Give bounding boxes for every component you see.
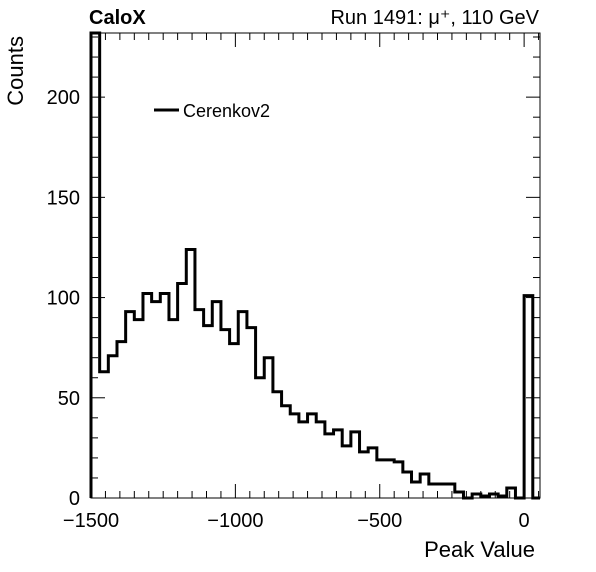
x-axis-ticks: −1500 −1000 −500 0 <box>63 33 540 532</box>
run-info-label: Run 1491: μ⁺, 110 GeV <box>330 7 539 29</box>
x-tick-label: −1500 <box>63 510 119 532</box>
plot-frame <box>90 32 541 499</box>
experiment-label: CaloX <box>89 7 146 29</box>
y-axis-label: Counts <box>3 36 28 106</box>
x-tick-label: 0 <box>519 510 530 532</box>
x-axis-label: Peak Value <box>424 537 535 562</box>
x-tick-label: −1000 <box>207 510 263 532</box>
y-tick-label: 150 <box>47 187 80 209</box>
y-axis-ticks: 0 50 100 150 200 <box>47 36 540 510</box>
x-tick-label: −500 <box>357 510 402 532</box>
y-tick-label: 200 <box>47 87 80 109</box>
legend-label-cerenkov2: Cerenkov2 <box>183 101 270 121</box>
y-tick-label: 100 <box>47 288 80 310</box>
histogram-line-cerenkov2 <box>89 31 540 500</box>
y-tick-label: 0 <box>69 488 80 510</box>
y-tick-label: 50 <box>58 388 80 410</box>
